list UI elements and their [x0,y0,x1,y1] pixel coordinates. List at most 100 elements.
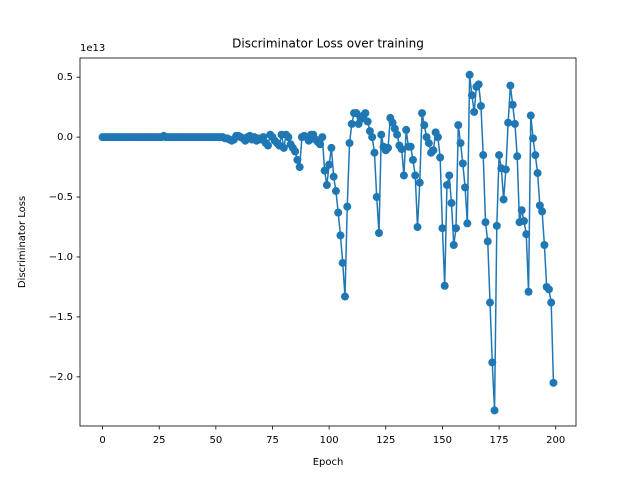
marker [420,121,429,130]
marker [445,171,454,180]
marker [293,155,302,164]
marker [316,140,325,149]
y-tick-label: 0.0 [57,132,73,143]
marker [340,292,349,301]
marker [422,133,431,142]
marker [501,165,510,174]
marker [524,287,533,296]
y-axis-label: Discriminator Loss [17,196,28,288]
marker [438,224,447,233]
marker [343,202,352,211]
marker [384,143,393,152]
marker [320,166,329,175]
chart-title: Discriminator Loss over training [232,37,424,51]
y-tick-label: −2.0 [49,372,73,383]
marker [399,171,408,180]
marker [361,109,370,118]
marker [499,195,508,204]
marker [452,224,461,233]
y-tick-label: 0.5 [57,72,73,83]
marker [479,151,488,160]
marker [488,358,497,367]
y-tick-label: −1.5 [49,312,73,323]
marker [338,258,347,267]
marker [322,181,331,190]
marker [368,133,377,142]
marker [363,117,372,126]
marker [526,111,535,120]
marker [490,406,499,415]
marker [402,125,411,134]
marker [535,201,544,210]
x-tick-label: 200 [546,435,565,446]
marker [279,143,288,152]
marker [418,109,427,118]
marker [370,148,379,157]
marker [465,70,474,79]
marker [506,81,515,90]
marker [347,119,356,128]
marker [393,130,402,139]
x-axis-label: Epoch [313,457,344,468]
marker [486,298,495,307]
marker [517,206,526,215]
marker [529,134,538,143]
marker [440,281,449,290]
marker [519,217,528,226]
marker [433,133,442,142]
marker [463,219,472,228]
marker [352,109,361,118]
x-tick-label: 50 [209,435,222,446]
marker [495,151,504,160]
marker [413,223,422,232]
marker [415,178,424,187]
marker [474,80,483,89]
marker [458,159,467,168]
x-tick-label: 125 [376,435,395,446]
marker [467,91,476,100]
x-tick-label: 100 [320,435,339,446]
marker [429,146,438,155]
marker [377,130,386,139]
marker [504,118,513,127]
y-offset-label: 1e13 [80,43,105,54]
marker [447,199,456,208]
marker [408,155,417,164]
marker [388,118,397,127]
marker [522,230,531,239]
marker [483,237,492,246]
marker [547,298,556,307]
marker [513,152,522,161]
marker [365,127,374,136]
x-tick-label: 0 [99,435,105,446]
marker [508,100,517,109]
y-tick-label: −0.5 [49,192,73,203]
marker [544,285,553,294]
marker [374,229,383,238]
x-tick-label: 75 [266,435,279,446]
marker [304,136,313,145]
marker [327,143,336,152]
marker [549,378,558,387]
marker [390,124,399,133]
marker [318,133,327,142]
marker [492,221,501,230]
marker [345,139,354,148]
marker [456,139,465,148]
marker [538,207,547,216]
marker [295,163,304,172]
marker [424,139,433,148]
marker [442,181,451,190]
marker [397,145,406,154]
marker [334,208,343,217]
marker [284,133,293,142]
marker [372,193,381,202]
marker [449,240,458,249]
marker [336,231,345,240]
marker [531,151,540,160]
marker [331,187,340,196]
marker [481,218,490,227]
x-tick-label: 25 [153,435,166,446]
marker [470,107,479,116]
